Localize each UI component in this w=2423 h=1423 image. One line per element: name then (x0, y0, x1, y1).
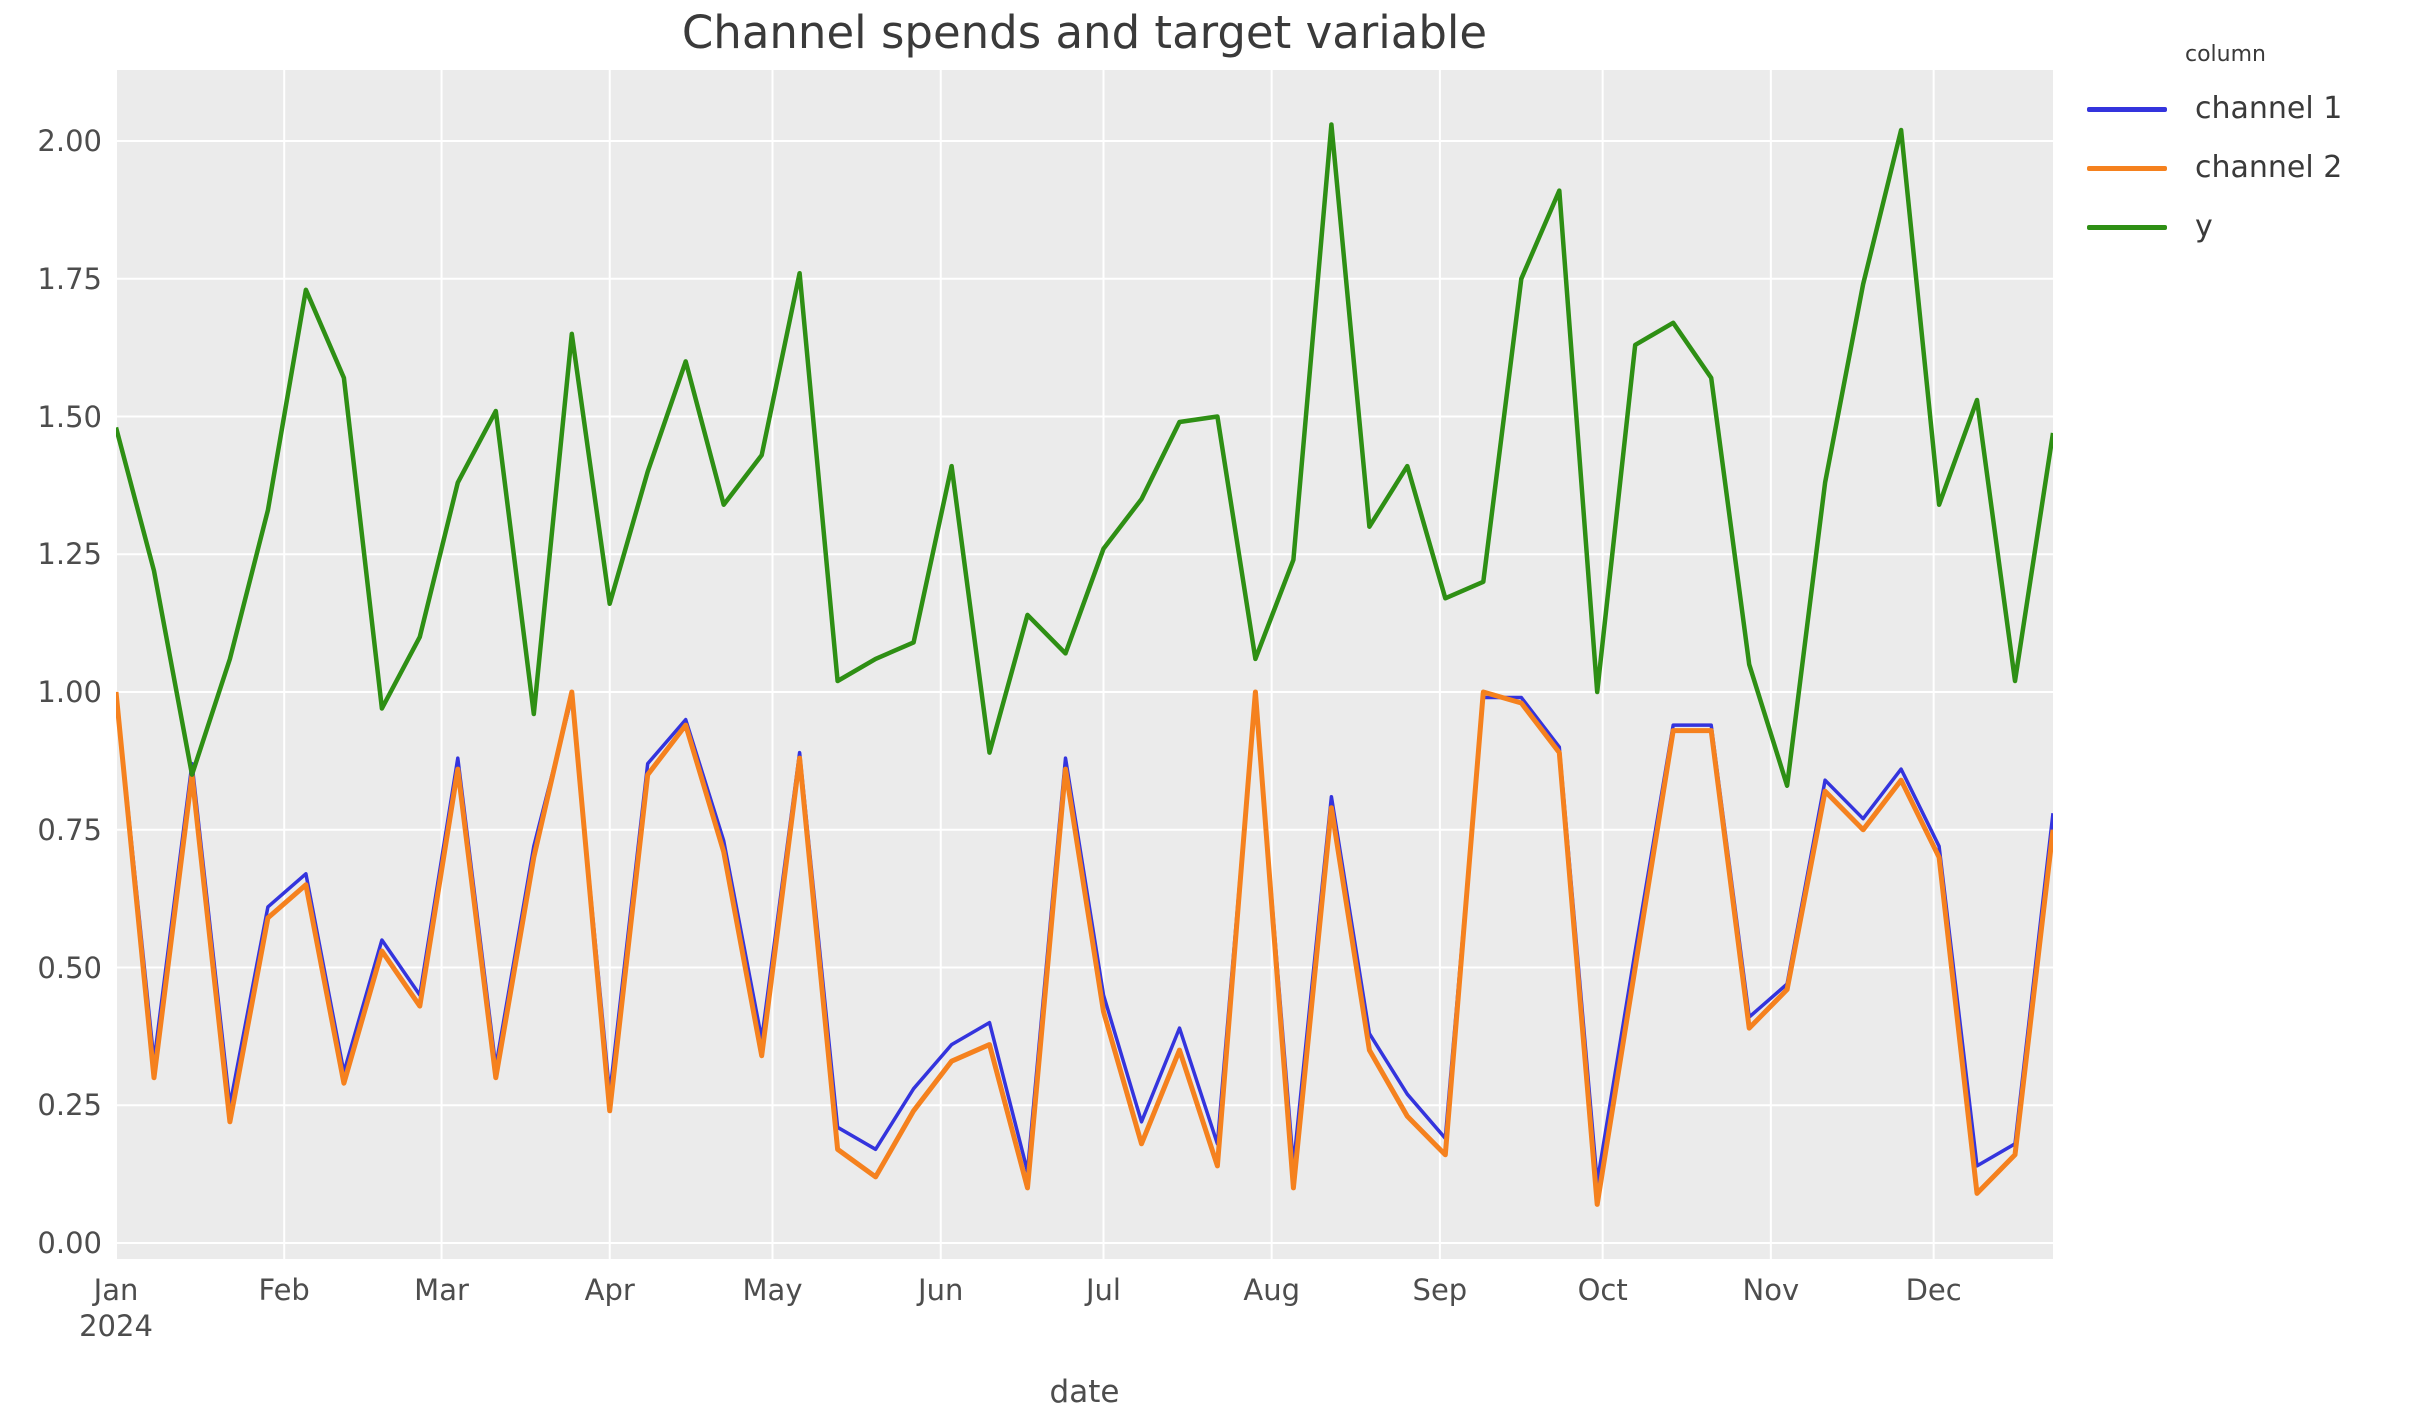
y-axis-tick-label: 0.00 (37, 1226, 102, 1260)
legend-label: y (2195, 209, 2213, 244)
legend: column channel 1 channel 2 y (2087, 42, 2417, 258)
legend-title: column (2185, 42, 2266, 67)
legend-item-channel-2: channel 2 (2087, 140, 2417, 199)
y-axis-tick-label: 1.75 (37, 261, 102, 296)
x-axis-tick-label: Nov (1742, 1273, 1800, 1307)
chart-title: Channel spends and target variable (681, 6, 1488, 59)
x-axis-tick-sublabel: 2024 (79, 1309, 153, 1343)
x-axis-tick-label: May (742, 1273, 803, 1307)
legend-label: channel 2 (2195, 150, 2343, 185)
x-axis-tick-label: Mar (414, 1273, 469, 1307)
x-axis-tick-label: Aug (1243, 1273, 1300, 1307)
series-line-channel-2 (116, 689, 2053, 1207)
series-line-y (116, 122, 2053, 788)
x-axis-tick-label: Dec (1905, 1273, 1962, 1307)
x-axis-tick-label: Sep (1412, 1273, 1468, 1307)
legend-label: channel 1 (2195, 91, 2343, 126)
y-axis-tick-label: 1.50 (37, 399, 102, 434)
y-axis-tick-label: 2.00 (37, 124, 102, 158)
legend-swatch-channel-2 (2087, 166, 2167, 171)
y-axis-tick-label: 1.25 (37, 537, 102, 572)
legend-swatch-channel-1 (2087, 107, 2167, 112)
plot-area-svg (116, 70, 2053, 1259)
legend-item-y: y (2087, 199, 2417, 258)
legend-item-channel-1: channel 1 (2087, 81, 2417, 140)
y-axis-tick-label: 1.00 (37, 675, 102, 709)
x-axis-tick-label: Jun (918, 1273, 964, 1307)
y-axis-tick-label: 0.25 (37, 1088, 102, 1123)
x-axis-tick-label: Apr (584, 1273, 635, 1307)
x-axis-tick-label: Jul (1085, 1273, 1121, 1307)
x-axis-tick-label: Feb (258, 1273, 310, 1307)
legend-items: channel 1 channel 2 y (2087, 81, 2417, 258)
x-axis-tick-label: Oct (1577, 1273, 1628, 1307)
x-axis-tick-label: Jan 2024 (36, 1272, 196, 1344)
series-line-channel-1 (116, 691, 2053, 1185)
legend-swatch-y (2087, 225, 2167, 230)
y-axis-tick-label: 0.50 (37, 950, 102, 985)
y-axis-tick-label: 0.75 (37, 812, 102, 847)
x-axis-title: date (1049, 1374, 1120, 1410)
plot-panel (116, 70, 2053, 1259)
